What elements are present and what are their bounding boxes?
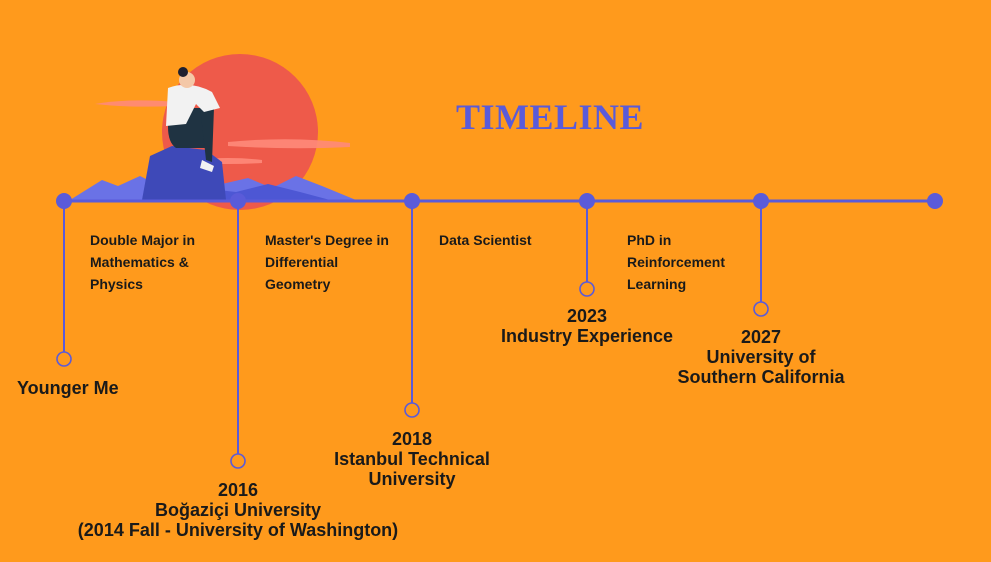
milestone-label-line: 2016 bbox=[217, 480, 259, 500]
description-line: Differential bbox=[265, 254, 339, 270]
description-line: Learning bbox=[627, 276, 687, 292]
milestone-label-line: University bbox=[368, 469, 456, 489]
milestone-label-line: Younger Me bbox=[17, 378, 119, 398]
milestone-label: Younger Me bbox=[17, 378, 137, 398]
milestone-label-line: Southern California bbox=[677, 367, 845, 387]
timeline-description: Data Scientist bbox=[439, 229, 579, 251]
description-line: Reinforcement bbox=[627, 254, 726, 270]
milestone-label: 2016 Boğaziçi University (2014 Fall - Univ… bbox=[38, 480, 438, 540]
milestone-label-line: (2014 Fall - University of Washington) bbox=[77, 520, 399, 540]
page-title: TIMELINE bbox=[456, 97, 645, 137]
milestone-end-marker bbox=[230, 453, 246, 469]
person-icon bbox=[166, 67, 220, 172]
timeline-node bbox=[927, 193, 943, 209]
milestone-label: 2023 Industry Experience bbox=[387, 306, 787, 346]
milestone-label-line: Industry Experience bbox=[500, 326, 674, 346]
milestone-label-line: Boğaziçi University bbox=[154, 500, 322, 520]
timeline-node bbox=[753, 193, 769, 209]
milestone-end-marker bbox=[404, 402, 420, 418]
timeline-description: Master's Degree in Differential Geometry bbox=[265, 229, 405, 295]
illustration bbox=[70, 54, 356, 210]
description-line: PhD in bbox=[627, 232, 672, 248]
description-line: Mathematics & bbox=[90, 254, 189, 270]
milestone-label-line: University of bbox=[706, 347, 816, 367]
milestone-label-line: 2027 bbox=[740, 327, 782, 347]
milestone-label: 2018 Istanbul Technical University bbox=[212, 429, 612, 489]
rock-icon bbox=[142, 146, 226, 200]
description-line: Double Major in bbox=[90, 232, 195, 248]
timeline-node bbox=[579, 193, 595, 209]
timeline-node bbox=[230, 193, 246, 209]
milestone-end-marker bbox=[753, 301, 769, 317]
timeline-node bbox=[404, 193, 420, 209]
description-line: Physics bbox=[90, 276, 143, 292]
description-line: Master's Degree in bbox=[265, 232, 389, 248]
timeline-description: PhD in Reinforcement Learning bbox=[627, 229, 767, 295]
milestone-label-line: 2023 bbox=[566, 306, 608, 326]
description-line: Geometry bbox=[265, 276, 331, 292]
milestone-label-line: Istanbul Technical bbox=[334, 449, 490, 469]
milestone-end-marker bbox=[579, 281, 595, 297]
timeline-node bbox=[56, 193, 72, 209]
milestone-label: 2027 University of Southern California bbox=[561, 327, 961, 387]
milestone-label-line: 2018 bbox=[391, 429, 433, 449]
description-line: Data Scientist bbox=[439, 232, 532, 248]
milestone-end-marker bbox=[56, 351, 72, 367]
timeline-description: Double Major in Mathematics & Physics bbox=[90, 229, 230, 295]
